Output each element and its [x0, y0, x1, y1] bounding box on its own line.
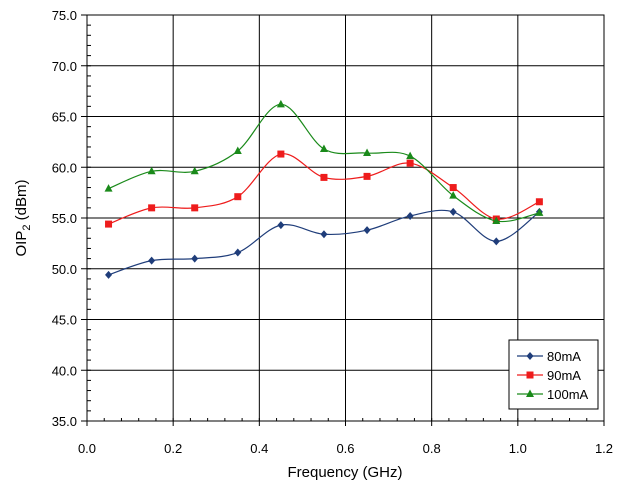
y-tick-label: 65.0 [52, 110, 77, 125]
data-point-90ma [277, 150, 285, 158]
plot-frame [86, 14, 605, 422]
x-tick-label: 0.8 [423, 441, 441, 456]
x-tick-label: 0.0 [78, 441, 96, 456]
y-axis-title: OIP2 (dBm) [13, 180, 33, 257]
data-point-100ma [492, 216, 501, 225]
x-tick-label: 1.0 [509, 441, 527, 456]
y-tick-label: 70.0 [52, 59, 77, 74]
data-point-90ma [148, 204, 156, 212]
series-group [104, 99, 544, 279]
data-point-90ma [320, 173, 328, 181]
series-100ma [104, 99, 544, 225]
data-point-100ma [319, 144, 328, 152]
y-tick-label: 55.0 [52, 211, 77, 226]
data-point-100ma [363, 148, 372, 157]
data-point-80ma [277, 221, 285, 230]
data-point-100ma [276, 99, 285, 108]
x-tick-label: 0.2 [164, 441, 182, 456]
y-tick-labels: 35.0 40.0 45.0 50.0 55.0 60.0 65.0 70.0 75.0 [52, 8, 77, 429]
y-tick-label: 40.0 [52, 363, 77, 378]
data-point-80ma [105, 270, 113, 279]
data-point-100ma [233, 146, 242, 155]
legend: 80mA 90mA 100mA [508, 339, 599, 410]
x-tick-label: 0.6 [336, 441, 354, 456]
x-tick-label: 0.4 [250, 441, 268, 456]
data-point-100ma [147, 166, 156, 175]
data-point-80ma [191, 254, 199, 263]
data-point-80ma [234, 248, 242, 257]
grid [87, 15, 604, 421]
data-point-90ma [363, 172, 371, 180]
data-point-100ma [406, 151, 415, 160]
data-point-80ma [492, 237, 500, 246]
data-point-80ma [449, 207, 457, 216]
y-tick-label: 35.0 [52, 414, 77, 429]
legend-label-80ma: 80mA [547, 349, 581, 364]
legend-marker-80ma [526, 352, 534, 360]
data-point-100ma [449, 191, 458, 199]
y-tick-label: 45.0 [52, 313, 77, 328]
data-point-90ma [535, 198, 543, 206]
data-point-90ma [406, 159, 414, 167]
data-point-90ma [105, 220, 113, 228]
y-tick-label: 75.0 [52, 8, 77, 23]
data-point-100ma [190, 166, 199, 175]
data-point-80ma [406, 211, 414, 220]
data-point-100ma [535, 208, 544, 216]
data-point-80ma [148, 256, 156, 265]
y-tick-label: 50.0 [52, 262, 77, 277]
y-axis-title-main: OIP [13, 231, 30, 257]
data-point-90ma [449, 184, 457, 192]
data-point-80ma [363, 226, 371, 235]
data-point-80ma [320, 230, 328, 239]
legend-label-100ma: 100mA [547, 387, 589, 402]
y-tick-label: 60.0 [52, 160, 77, 175]
x-axis-title: Frequency (GHz) [287, 464, 402, 481]
legend-marker-90ma [526, 371, 534, 379]
series-90ma [105, 150, 543, 228]
legend-label-90ma: 90mA [547, 368, 581, 383]
legend-marker-100ma [526, 389, 534, 397]
data-point-100ma [104, 184, 113, 192]
y-axis-title-tail: (dBm) [13, 180, 30, 225]
data-point-90ma [234, 193, 242, 201]
x-tick-label: 1.2 [595, 441, 613, 456]
y-axis-title-subscript: 2 [21, 225, 33, 231]
data-point-90ma [191, 204, 199, 212]
x-tick-labels: 0.0 0.2 0.4 0.6 0.8 1.0 1.2 [78, 441, 613, 456]
